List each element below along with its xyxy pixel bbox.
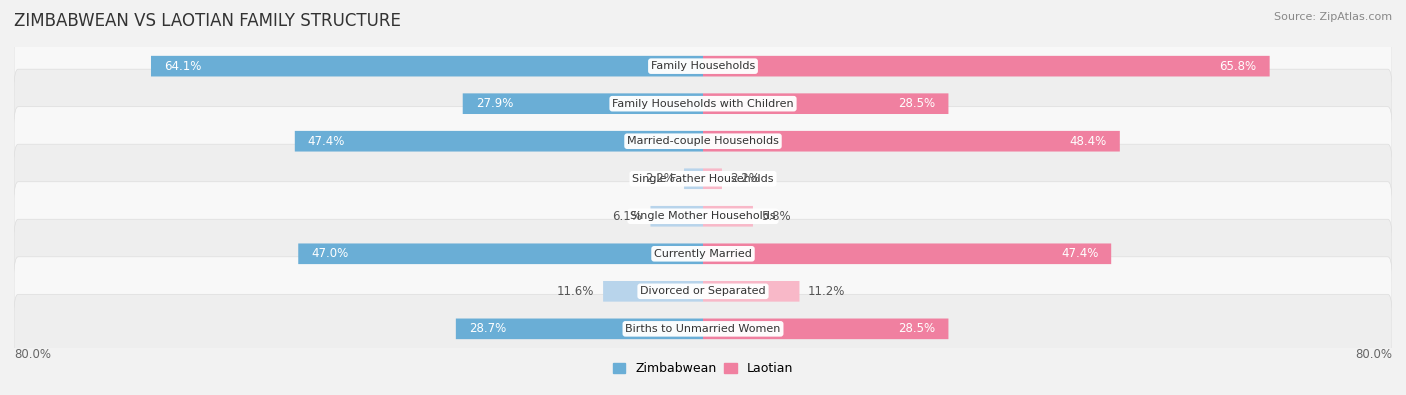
Text: 80.0%: 80.0% [1355, 348, 1392, 361]
Text: Divorced or Separated: Divorced or Separated [640, 286, 766, 296]
FancyBboxPatch shape [703, 93, 949, 114]
Text: 64.1%: 64.1% [165, 60, 201, 73]
FancyBboxPatch shape [14, 69, 1392, 138]
FancyBboxPatch shape [295, 131, 703, 152]
Text: Currently Married: Currently Married [654, 249, 752, 259]
Text: 47.4%: 47.4% [308, 135, 344, 148]
FancyBboxPatch shape [463, 93, 703, 114]
Text: Births to Unmarried Women: Births to Unmarried Women [626, 324, 780, 334]
Text: Source: ZipAtlas.com: Source: ZipAtlas.com [1274, 12, 1392, 22]
FancyBboxPatch shape [603, 281, 703, 302]
FancyBboxPatch shape [14, 182, 1392, 251]
FancyBboxPatch shape [14, 144, 1392, 213]
Text: 47.4%: 47.4% [1062, 247, 1098, 260]
FancyBboxPatch shape [14, 107, 1392, 176]
Text: 2.2%: 2.2% [731, 172, 761, 185]
Text: 11.6%: 11.6% [557, 285, 595, 298]
Text: 27.9%: 27.9% [475, 97, 513, 110]
Text: 48.4%: 48.4% [1070, 135, 1107, 148]
Text: Family Households with Children: Family Households with Children [612, 99, 794, 109]
Text: 80.0%: 80.0% [14, 348, 51, 361]
FancyBboxPatch shape [703, 168, 721, 189]
FancyBboxPatch shape [703, 243, 1111, 264]
Text: ZIMBABWEAN VS LAOTIAN FAMILY STRUCTURE: ZIMBABWEAN VS LAOTIAN FAMILY STRUCTURE [14, 12, 401, 30]
Text: 6.1%: 6.1% [612, 210, 643, 223]
FancyBboxPatch shape [685, 168, 703, 189]
FancyBboxPatch shape [14, 257, 1392, 326]
Text: 65.8%: 65.8% [1219, 60, 1257, 73]
FancyBboxPatch shape [703, 131, 1119, 152]
Text: 2.2%: 2.2% [645, 172, 675, 185]
FancyBboxPatch shape [456, 318, 703, 339]
Text: 28.5%: 28.5% [898, 97, 935, 110]
FancyBboxPatch shape [651, 206, 703, 227]
Text: Single Father Households: Single Father Households [633, 174, 773, 184]
FancyBboxPatch shape [14, 32, 1392, 101]
Text: Married-couple Households: Married-couple Households [627, 136, 779, 146]
Text: 28.7%: 28.7% [468, 322, 506, 335]
Text: Single Mother Households: Single Mother Households [630, 211, 776, 221]
FancyBboxPatch shape [150, 56, 703, 77]
Text: 11.2%: 11.2% [808, 285, 845, 298]
FancyBboxPatch shape [14, 219, 1392, 288]
Text: 5.8%: 5.8% [762, 210, 792, 223]
Text: 28.5%: 28.5% [898, 322, 935, 335]
FancyBboxPatch shape [703, 206, 754, 227]
FancyBboxPatch shape [703, 318, 949, 339]
FancyBboxPatch shape [703, 281, 800, 302]
Text: 47.0%: 47.0% [311, 247, 349, 260]
Legend: Zimbabwean, Laotian: Zimbabwean, Laotian [607, 357, 799, 380]
Text: Family Households: Family Households [651, 61, 755, 71]
FancyBboxPatch shape [703, 56, 1270, 77]
FancyBboxPatch shape [14, 294, 1392, 363]
FancyBboxPatch shape [298, 243, 703, 264]
